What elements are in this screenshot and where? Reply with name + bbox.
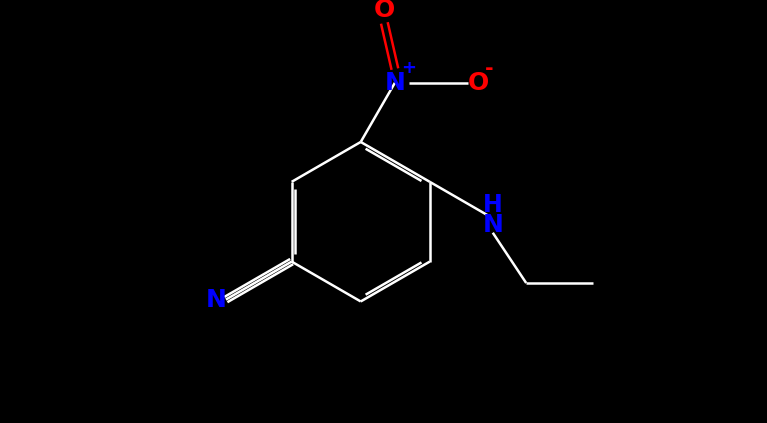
- Text: N: N: [384, 71, 405, 95]
- Text: H: H: [483, 193, 502, 217]
- Text: +: +: [401, 58, 416, 77]
- Text: N: N: [482, 213, 503, 237]
- Text: O: O: [374, 0, 395, 22]
- Text: O: O: [468, 71, 489, 95]
- Text: -: -: [485, 59, 493, 79]
- Text: N: N: [206, 288, 226, 312]
